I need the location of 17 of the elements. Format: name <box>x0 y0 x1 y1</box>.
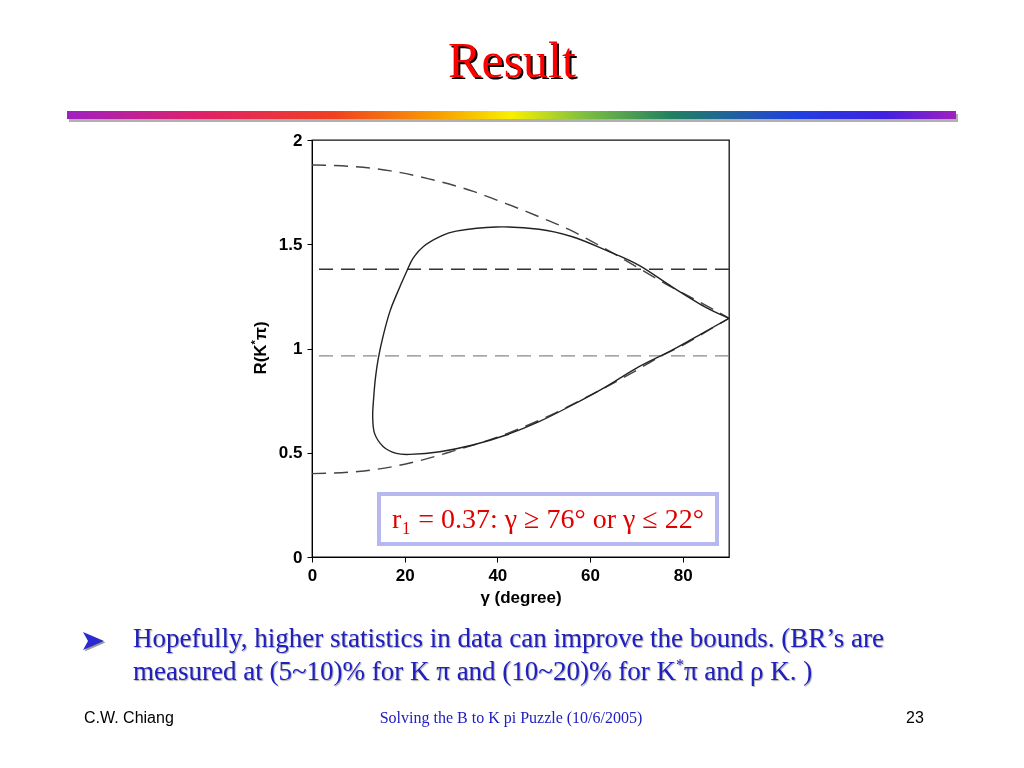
x-tick-label: 0 <box>307 565 318 585</box>
text: 23 <box>906 708 924 728</box>
text: Hopefully, higher statistics in data can improve the bounds. (BR’s are measured at (5~10)% for K π and (10~20)% for K$^{*}$π and ρ K. ) <box>133 622 886 688</box>
y-tick-label: 1.5 <box>278 234 303 254</box>
y-tick-label: 1 <box>293 339 303 358</box>
chart-title: Result <box>447 31 577 90</box>
x-tick-label: 20 <box>395 565 415 585</box>
x-tick-label: 60 <box>581 565 600 585</box>
x-axis-title: γ (degree) <box>480 587 562 607</box>
text: Solving the B to K pi Puzzle (10/6/2005) <box>378 708 644 729</box>
y-tick-label: 2 <box>293 130 303 150</box>
annotation: r₁ = 0.37: γ ≥ 76° or γ ≤ 22° <box>391 502 705 536</box>
text: C.W. Chiang <box>84 708 174 728</box>
x-tick-label: 40 <box>488 565 508 585</box>
y-tick-label: 0 <box>293 547 303 567</box>
x-tick-label: 80 <box>673 565 693 585</box>
y-tick-label: 0.5 <box>278 443 303 463</box>
